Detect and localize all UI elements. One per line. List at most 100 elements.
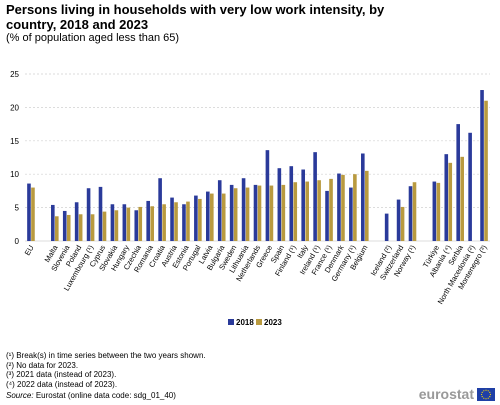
grid-lines xyxy=(25,73,490,242)
source-note: Source: Eurostat (online data code: sdg_… xyxy=(6,391,176,400)
bar-2018 xyxy=(349,187,353,241)
bar-2018 xyxy=(194,195,198,241)
bar-2018 xyxy=(468,132,472,241)
bar-2018 xyxy=(396,199,401,241)
eurostat-brand: eurostat xyxy=(419,386,495,402)
bar-2018 xyxy=(74,202,79,241)
bar-2023 xyxy=(293,182,298,241)
bar-2018 xyxy=(206,191,210,241)
bar-2023 xyxy=(305,181,309,241)
bar-2023 xyxy=(78,214,83,241)
bar-2023 xyxy=(210,193,214,241)
bar-2023 xyxy=(114,210,119,241)
bar-2023 xyxy=(400,206,405,241)
bar-2018 xyxy=(170,197,174,241)
bar-2023 xyxy=(186,201,190,241)
bar-2018 xyxy=(456,124,460,241)
bar-2018 xyxy=(432,181,437,241)
bar-2018 xyxy=(51,204,55,241)
brand-name: eurostat xyxy=(418,386,474,402)
bar-2023 xyxy=(221,193,226,241)
bar-2018 xyxy=(27,183,31,241)
y-tick-label: 20 xyxy=(10,103,19,112)
bar-2023 xyxy=(150,206,154,241)
legend-label-2023: 2023 xyxy=(264,318,282,327)
y-axis-ticks: 0 5 10 15 20 25 xyxy=(10,70,19,246)
bar-2018 xyxy=(98,186,103,241)
legend-swatch-2023 xyxy=(256,319,262,325)
bar-2018 xyxy=(277,168,282,241)
footnote: (¹) Break(s) in time series between the … xyxy=(6,351,206,360)
footnote: (²) No data for 2023. xyxy=(6,360,79,370)
bar-2023 xyxy=(138,206,143,241)
y-tick-label: 15 xyxy=(10,137,19,146)
y-tick-label: 5 xyxy=(15,204,20,213)
bar-2023 xyxy=(31,187,35,241)
bar-2023 xyxy=(174,202,178,241)
bar-2018 xyxy=(62,210,67,241)
chart-subtitle: (% of population aged less than 65) xyxy=(6,32,180,44)
bar-2018 xyxy=(158,178,162,241)
footnote: (⁴) 2022 data (instead of 2023). xyxy=(6,379,118,389)
bar-2018 xyxy=(301,169,305,241)
bar-2023 xyxy=(365,170,369,241)
y-tick-label: 10 xyxy=(10,170,19,179)
bar-2018 xyxy=(361,153,365,241)
bar-2018 xyxy=(325,190,329,241)
bar-2023 xyxy=(66,214,71,241)
bar-2023 xyxy=(233,188,238,241)
y-tick-label: 25 xyxy=(10,70,19,79)
bar-2023 xyxy=(198,198,202,241)
bar-2018 xyxy=(86,188,91,241)
bar-2023 xyxy=(257,185,262,241)
bar-2018 xyxy=(241,178,246,241)
y-tick-label: 0 xyxy=(15,237,20,246)
bar-2023 xyxy=(90,214,95,241)
bar-2018 xyxy=(313,152,317,241)
bar-2023 xyxy=(317,180,321,241)
bar-2018 xyxy=(480,90,484,241)
footnotes: (¹) Break(s) in time series between the … xyxy=(6,351,206,389)
bar-2018 xyxy=(444,154,449,241)
bar-2023 xyxy=(126,207,131,241)
bar-2023 xyxy=(269,185,274,241)
bar-2023 xyxy=(460,156,464,241)
bar-chart: 0 5 10 15 20 25 EU MaltaSloveniaPolandLuxembou… xyxy=(10,70,490,327)
legend: 2018 2023 xyxy=(228,318,282,327)
bar-2018 xyxy=(253,184,258,241)
x-tick-label: EU xyxy=(23,244,36,258)
bar-2018 xyxy=(110,204,115,241)
bar-2018 xyxy=(265,150,270,241)
bar-2023 xyxy=(412,182,417,241)
bar-2023 xyxy=(329,178,333,241)
bar-2023 xyxy=(102,211,107,241)
legend-label-2018: 2018 xyxy=(236,318,254,327)
bars xyxy=(27,90,488,241)
bar-2018 xyxy=(146,200,150,241)
bar-2018 xyxy=(122,204,127,241)
bar-2018 xyxy=(384,213,389,241)
bar-2018 xyxy=(229,184,234,241)
bar-2023 xyxy=(436,182,441,241)
legend-swatch-2018 xyxy=(228,319,234,325)
bar-2023 xyxy=(55,216,59,241)
footnote: (³) 2021 data (instead of 2023). xyxy=(6,370,117,380)
bar-2023 xyxy=(245,187,250,241)
bar-2023 xyxy=(448,162,453,241)
bar-2023 xyxy=(484,100,488,241)
chart-title: Persons living in households with very l… xyxy=(6,2,385,32)
source-text: Eurostat (online data code: sdg_01_40) xyxy=(35,391,176,400)
source-prefix: Source: xyxy=(6,391,34,400)
bar-2018 xyxy=(289,166,294,241)
bar-2018 xyxy=(134,210,139,241)
bar-2023 xyxy=(353,174,357,241)
bar-2018 xyxy=(408,186,413,241)
bar-2023 xyxy=(162,204,166,241)
bar-2023 xyxy=(341,174,345,241)
bar-2023 xyxy=(281,184,286,241)
bar-2018 xyxy=(337,173,341,241)
eu-flag-icon xyxy=(477,387,495,401)
bar-2018 xyxy=(182,204,186,241)
bar-2018 xyxy=(217,180,222,241)
